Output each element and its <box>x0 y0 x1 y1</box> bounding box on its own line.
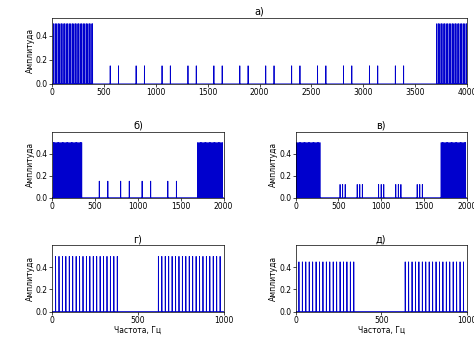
Y-axis label: Амплитуда: Амплитуда <box>269 256 278 301</box>
Title: д): д) <box>376 235 386 245</box>
Title: б): б) <box>133 121 143 131</box>
Title: а): а) <box>255 7 264 17</box>
Title: в): в) <box>376 121 386 131</box>
Y-axis label: Амплитуда: Амплитуда <box>269 142 278 187</box>
Title: г): г) <box>133 235 142 245</box>
X-axis label: Частота, Гц: Частота, Гц <box>114 326 161 335</box>
Y-axis label: Амплитуда: Амплитуда <box>26 256 35 301</box>
Y-axis label: Амплитуда: Амплитуда <box>26 142 35 187</box>
Y-axis label: Амплитуда: Амплитуда <box>26 28 35 73</box>
X-axis label: Частота, Гц: Частота, Гц <box>358 326 405 335</box>
